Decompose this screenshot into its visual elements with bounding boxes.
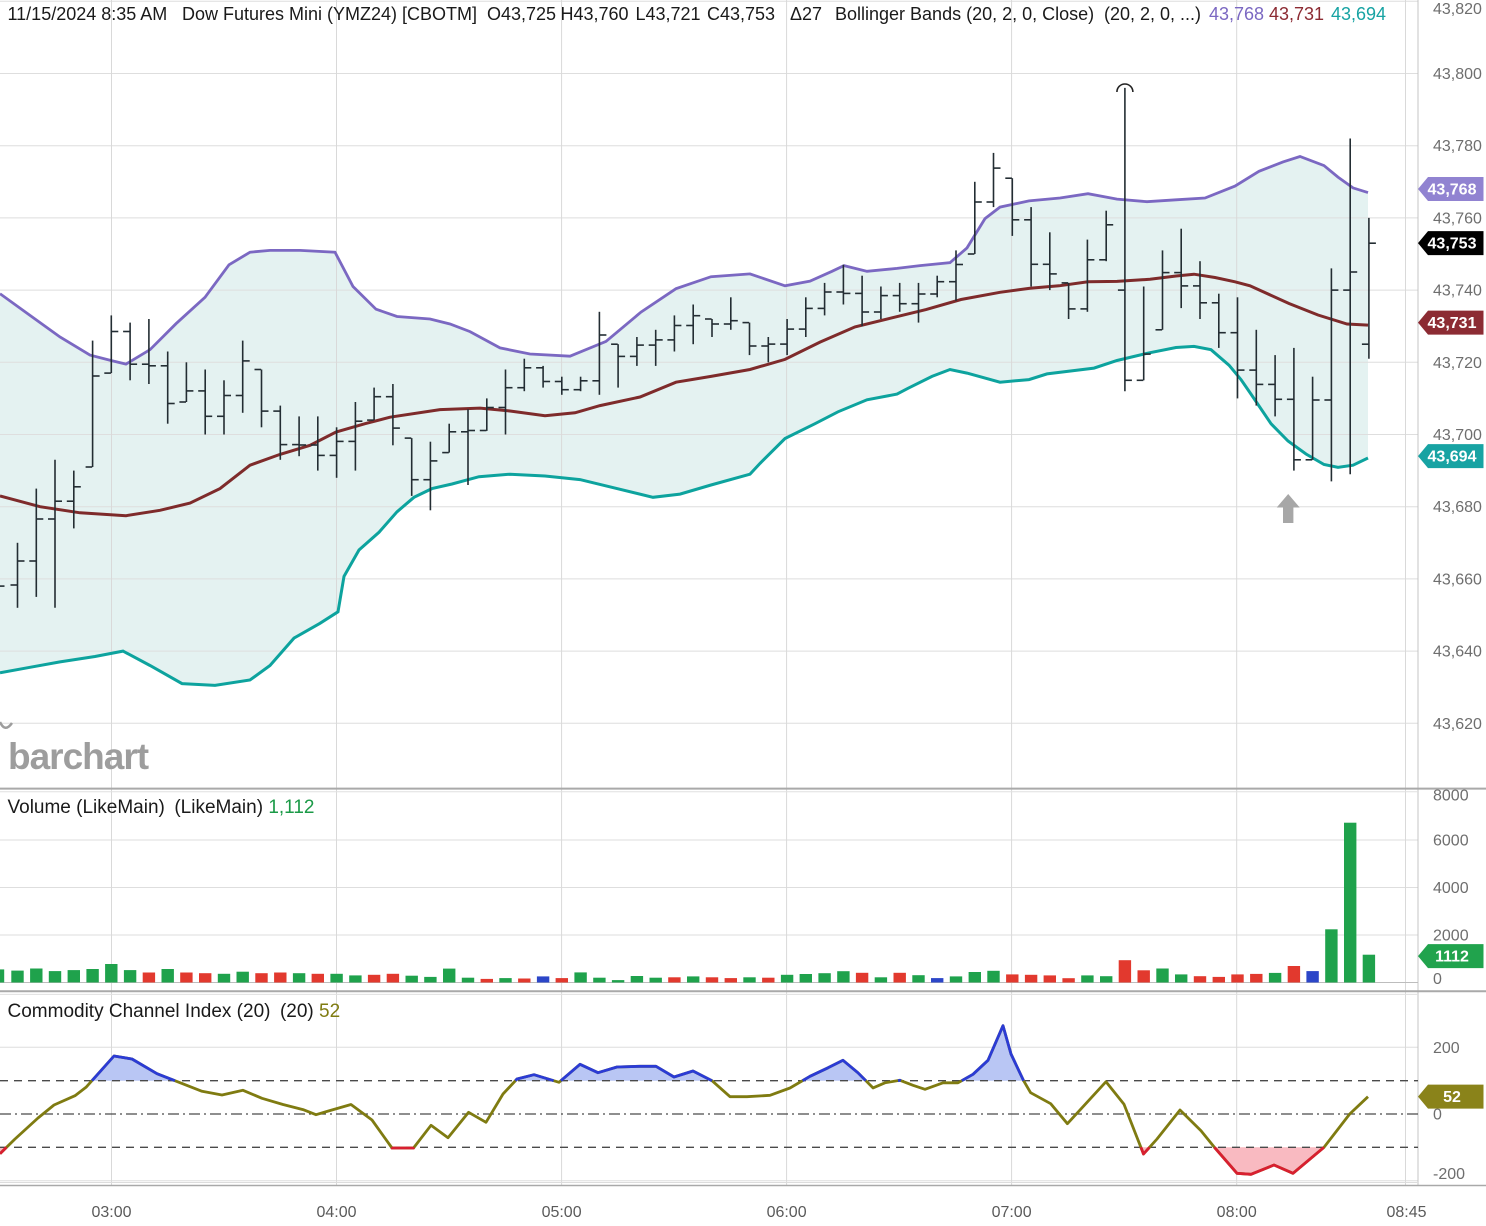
svg-text:43,694: 43,694 [1331,4,1386,24]
svg-text:07:00: 07:00 [992,1204,1032,1221]
svg-text:43,731: 43,731 [1269,4,1324,24]
svg-text:H43,760: H43,760 [561,4,629,24]
svg-text:03:00: 03:00 [91,1204,131,1221]
svg-text:43,700: 43,700 [1433,427,1482,444]
svg-text:0: 0 [1433,971,1442,988]
svg-text:43,620: 43,620 [1433,716,1482,733]
svg-text:8000: 8000 [1433,788,1469,805]
svg-text:43,720: 43,720 [1433,355,1482,372]
svg-text:43,694: 43,694 [1428,449,1477,466]
svg-text:52: 52 [1443,1089,1461,1106]
svg-text:43,740: 43,740 [1433,283,1482,300]
svg-text:06:00: 06:00 [767,1204,807,1221]
svg-text:43,768: 43,768 [1428,182,1477,199]
svg-text:43,753: 43,753 [1428,236,1477,253]
svg-text:43,640: 43,640 [1433,644,1482,661]
svg-text:43,731: 43,731 [1428,315,1477,332]
svg-text:1112: 1112 [1435,949,1469,966]
svg-text:Volume (LikeMain) (LikeMain) 1: Volume (LikeMain) (LikeMain) 1,112 [8,797,315,818]
svg-text:08:45: 08:45 [1386,1204,1426,1221]
svg-text:Bollinger Bands (20, 2, 0, Clo: Bollinger Bands (20, 2, 0, Close) [835,4,1094,24]
svg-text:43,780: 43,780 [1433,138,1482,155]
svg-text:0: 0 [1433,1107,1442,1124]
svg-text:11/15/2024 8:35 AM: 11/15/2024 8:35 AM [8,4,168,24]
svg-text:43,760: 43,760 [1433,210,1482,227]
svg-text:04:00: 04:00 [316,1204,356,1221]
svg-text:Δ27: Δ27 [790,4,822,24]
svg-text:05:00: 05:00 [542,1204,582,1221]
svg-text:L43,721: L43,721 [636,4,701,24]
svg-text:C43,753: C43,753 [707,4,775,24]
svg-text:O43,725: O43,725 [487,4,556,24]
svg-text:43,768: 43,768 [1209,4,1264,24]
svg-text:43,660: 43,660 [1433,571,1482,588]
svg-text:43,680: 43,680 [1433,499,1482,516]
svg-text:08:00: 08:00 [1217,1204,1257,1221]
svg-text:4000: 4000 [1433,880,1469,897]
svg-text:200: 200 [1433,1040,1460,1057]
svg-text:(20, 2, 0, ...): (20, 2, 0, ...) [1104,4,1201,24]
svg-text:-200: -200 [1433,1166,1465,1183]
svg-text:43,820: 43,820 [1433,1,1482,18]
svg-text:barchart: barchart [8,736,149,777]
svg-text:Commodity Channel Index (20) (: Commodity Channel Index (20) (20) 52 [8,1001,341,1022]
svg-text:2000: 2000 [1433,928,1469,945]
svg-text:43,800: 43,800 [1433,66,1482,83]
svg-text:6000: 6000 [1433,833,1469,850]
svg-text:Dow Futures Mini (YMZ24) [CBOT: Dow Futures Mini (YMZ24) [CBOTM] [182,4,477,24]
